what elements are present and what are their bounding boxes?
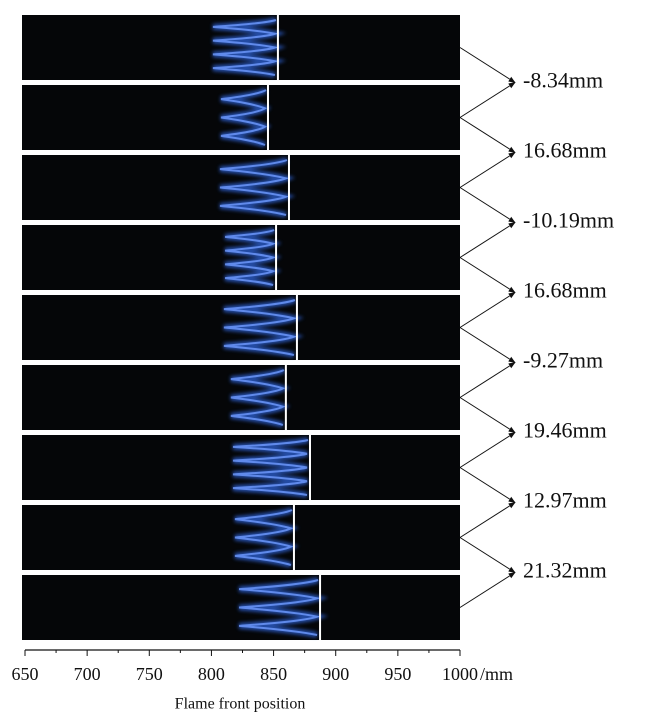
x-tick-label: 950: [384, 664, 411, 684]
arrow: [459, 152, 516, 188]
arrow: [459, 432, 516, 468]
flame-core: [212, 19, 279, 76]
arrow: [459, 47, 516, 83]
arrow: [459, 327, 516, 363]
flame-core: [219, 159, 290, 216]
arrow: [459, 82, 516, 118]
flame-core: [238, 579, 321, 636]
x-tick-label: 650: [12, 664, 39, 684]
displacement-label: 12.97mm: [523, 488, 607, 513]
arrow: [459, 292, 516, 328]
displacement-label: 19.46mm: [523, 418, 607, 443]
x-tick-label: 900: [322, 664, 349, 684]
flame-core: [230, 369, 286, 426]
arrow: [459, 502, 516, 538]
arrow: [459, 117, 516, 153]
x-tick-label: 850: [260, 664, 287, 684]
displacement-label: -9.27mm: [523, 348, 603, 373]
displacement-label: 16.68mm: [523, 278, 607, 303]
x-tick-label: 800: [198, 664, 225, 684]
arrow: [459, 362, 516, 398]
x-axis-label: Flame front position: [175, 696, 306, 713]
displacement-label: 16.68mm: [523, 138, 607, 163]
x-unit: /mm: [480, 664, 513, 684]
arrow: [459, 222, 516, 258]
x-tick-label: 750: [136, 664, 163, 684]
flame-core: [223, 299, 298, 356]
arrow: [459, 537, 516, 573]
arrow: [459, 257, 516, 293]
arrow: [459, 397, 516, 433]
displacement-label: 21.32mm: [523, 558, 607, 583]
arrow: [459, 467, 516, 503]
arrow: [459, 572, 516, 608]
x-tick-label: 1000: [442, 664, 478, 684]
x-tick-label: 700: [74, 664, 101, 684]
displacement-label: -10.19mm: [523, 208, 614, 233]
flame-core: [234, 509, 294, 566]
flame-core: [224, 229, 276, 286]
flame-core: [232, 439, 309, 496]
flame-core: [220, 89, 268, 146]
displacement-label: -8.34mm: [523, 68, 603, 93]
arrow: [459, 187, 516, 223]
